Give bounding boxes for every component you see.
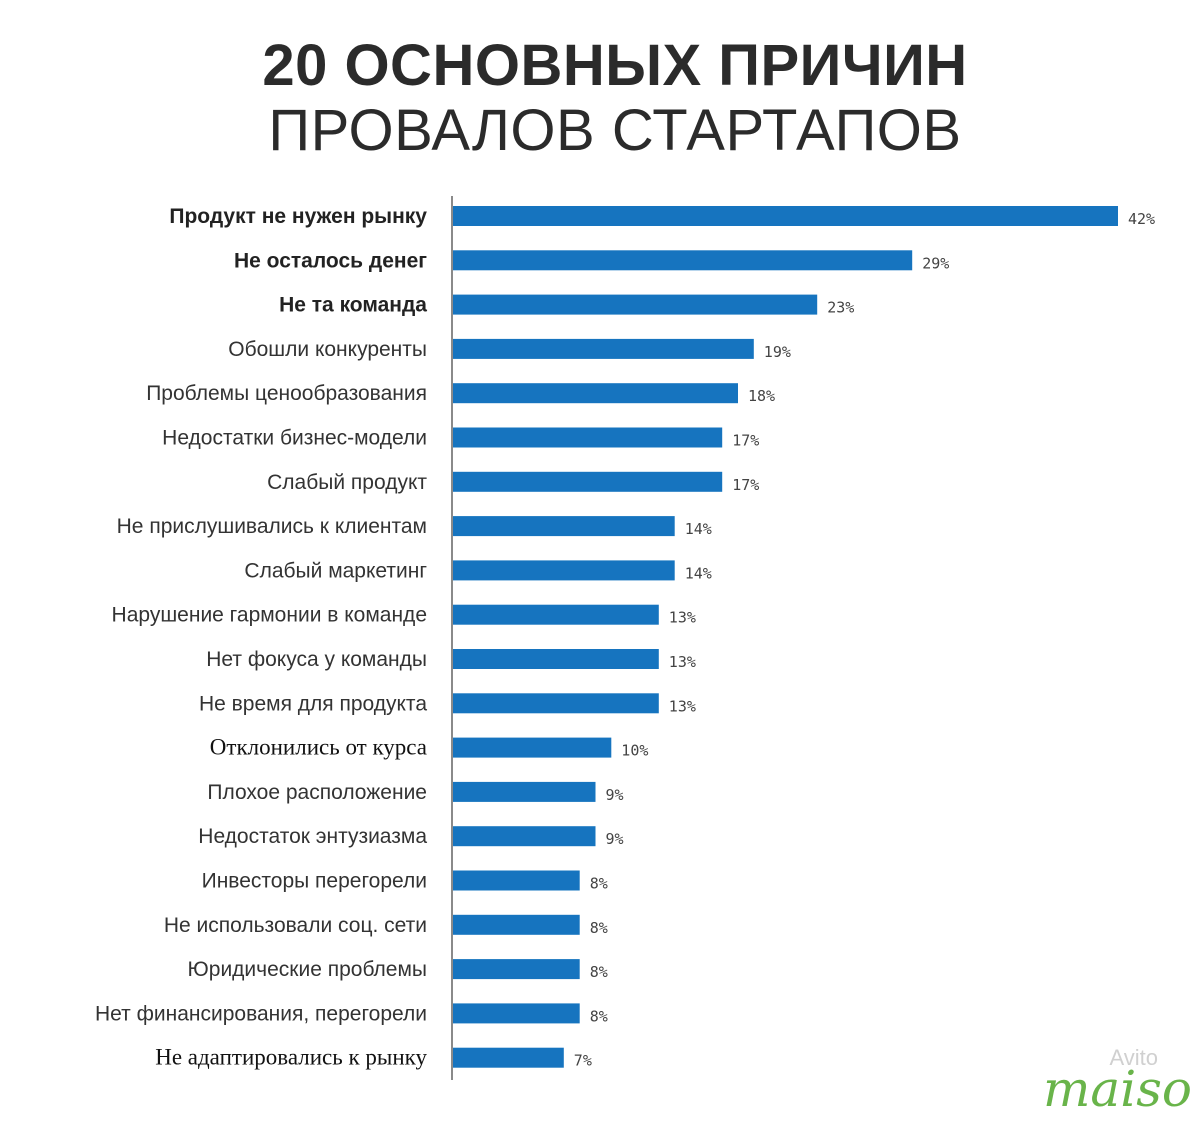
value-label: 8% — [590, 963, 608, 981]
value-label: 42% — [1128, 210, 1155, 228]
bar — [453, 471, 723, 492]
category-label: Недостаток энтузиазма — [198, 825, 427, 848]
bar — [453, 914, 580, 935]
category-label: Проблемы ценообразования — [146, 382, 427, 405]
category-label: Нет финансирования, перегорели — [95, 1002, 427, 1025]
watermark-brand: maiso — [1043, 1060, 1192, 1118]
value-label: 29% — [922, 254, 949, 272]
chart-title: 20 ОСНОВНЫХ ПРИЧИН ПРОВАЛОВ СТАРТАПОВ — [0, 34, 1200, 164]
category-label: Продукт не нужен рынку — [169, 205, 427, 228]
category-label: Слабый маркетинг — [244, 559, 427, 582]
category-label: Обошли конкуренты — [228, 338, 427, 361]
bar — [453, 737, 612, 758]
category-label: Юридические проблемы — [188, 958, 427, 981]
bar — [453, 560, 675, 581]
value-label: 19% — [764, 343, 791, 361]
category-label: Нарушение гармонии в команде — [112, 604, 427, 627]
bar — [453, 649, 659, 669]
bars-group — [453, 206, 1118, 1068]
bar — [453, 250, 913, 271]
category-label: Не прислушивались к клиентам — [117, 515, 427, 538]
bar — [453, 826, 596, 847]
value-label: 7% — [574, 1052, 592, 1070]
value-label: 9% — [606, 830, 624, 848]
bar — [453, 383, 738, 404]
bar — [453, 1003, 580, 1024]
value-label: 13% — [669, 609, 696, 627]
bar — [453, 516, 675, 537]
bar — [453, 1047, 564, 1068]
value-label: 23% — [827, 299, 854, 317]
value-label: 8% — [590, 875, 608, 893]
bar — [453, 294, 818, 315]
value-label: 17% — [732, 476, 759, 494]
value-label: 17% — [732, 432, 759, 450]
category-label: Не осталось денег — [234, 249, 427, 272]
bar — [453, 206, 1118, 226]
category-label: Слабый продукт — [267, 471, 427, 494]
category-label: Не адаптировались к рынку — [155, 1045, 427, 1070]
bar — [453, 693, 659, 714]
value-label: 10% — [621, 742, 648, 760]
watermark: Avito maiso — [1002, 1039, 1192, 1119]
value-label: 14% — [685, 520, 712, 538]
category-label: Плохое расположение — [207, 781, 427, 804]
category-label: Недостатки бизнес-модели — [162, 427, 427, 450]
value-label: 8% — [590, 1007, 608, 1025]
category-label: Не та команда — [279, 294, 427, 317]
category-labels-group: Продукт не нужен рынку Не осталось денег Н… — [95, 205, 427, 1070]
bar — [453, 604, 659, 625]
bar — [453, 338, 754, 359]
category-label: Инвесторы перегорели — [202, 870, 427, 893]
category-label: Не использовали соц. сети — [164, 914, 427, 937]
category-label: Не время для продукта — [199, 692, 427, 715]
value-label: 14% — [685, 564, 712, 582]
bar — [453, 959, 580, 980]
chart-title-line-1: 20 ОСНОВНЫХ ПРИЧИН — [262, 33, 968, 98]
bar — [453, 781, 596, 802]
chart-title-line-2: ПРОВАЛОВ СТАРТАПОВ — [268, 98, 962, 163]
category-label: Нет фокуса у команды — [206, 648, 427, 671]
value-label: 13% — [669, 653, 696, 671]
bar — [453, 870, 580, 891]
category-label: Отклонились от курса — [210, 735, 427, 760]
value-label: 13% — [669, 697, 696, 715]
watermark-secondary: Avito — [1109, 1045, 1158, 1070]
value-labels-group: 42% 29% 23% 19% 18% 17% 17% 14% 14% 13% 13% 13% 10% 9… — [574, 210, 1155, 1070]
value-label: 18% — [748, 387, 775, 405]
bar — [453, 427, 723, 448]
value-label: 8% — [590, 919, 608, 937]
value-label: 9% — [606, 786, 624, 804]
